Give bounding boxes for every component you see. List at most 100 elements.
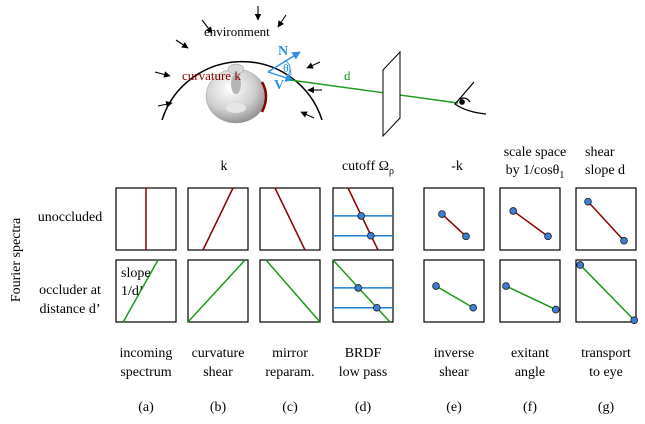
caption-e-line2: shear: [439, 365, 469, 380]
spectrum-line: [512, 210, 549, 237]
spectrum-endpoint: [576, 261, 584, 269]
panel-f-unoccluded: [499, 187, 561, 251]
top-label-b: k: [221, 159, 228, 174]
spectrum-endpoint: [502, 282, 510, 290]
spectrum-endpoint: [432, 282, 440, 290]
caption-b-line1: curvature: [192, 346, 245, 361]
panel-letter-d: (d): [355, 400, 372, 415]
caption-f-line2: angle: [515, 365, 545, 380]
panel-frame: [259, 259, 321, 323]
environment-arrows: [154, 6, 322, 119]
theta-arc: [285, 60, 291, 77]
column-captions: incoming spectrum (a) curvature shear (b) mirr…: [120, 346, 631, 415]
panel-b-unoccluded: [187, 187, 249, 251]
top-label-f-line1: scale space: [504, 145, 567, 160]
slope-label-line1: slope: [121, 266, 151, 281]
panel-c-unoccluded: [259, 187, 321, 251]
spectrum-endpoint: [620, 236, 628, 245]
panel-g-occluded: [575, 259, 638, 324]
spectrum-endpoint: [584, 197, 592, 206]
panel-a-unoccluded: [115, 187, 177, 251]
panel-d-unoccluded: [332, 187, 394, 251]
panel-frame: [115, 259, 177, 323]
theta-label: θ1: [283, 61, 293, 77]
panel-frame: [423, 259, 485, 323]
panel-b-occluded: [187, 259, 249, 323]
spectrum-line: [435, 285, 474, 309]
spectrum-line: [274, 187, 306, 251]
panel-letter-a: (a): [138, 400, 154, 415]
spectrum-line: [332, 259, 391, 323]
spectra-panels: [115, 187, 638, 324]
spectrum-endpoint: [551, 305, 560, 314]
spectrum-endpoint: [630, 316, 638, 324]
spectrum-endpoint: [544, 232, 552, 241]
spectrum-endpoint: [469, 303, 478, 312]
panel-frame: [423, 187, 485, 251]
top-label-e: -k: [451, 159, 463, 174]
spectrum-endpoint: [357, 212, 366, 220]
caption-a-line1: incoming: [120, 346, 173, 361]
spectrum-line: [579, 264, 635, 321]
panel-letter-g: (g): [598, 400, 615, 415]
row-label-unoccluded: unoccluded: [38, 210, 103, 225]
scene-illustration: environment curvature k N V θ1 d: [154, 6, 487, 138]
panel-a-occluded: [115, 259, 177, 323]
caption-d-line1: BRDF: [345, 346, 382, 361]
spectrum-endpoint: [366, 231, 375, 240]
panel-frame: [499, 259, 561, 323]
teapot-object: [205, 63, 268, 124]
spectrum-endpoint: [372, 303, 381, 312]
environment-label: environment: [204, 24, 270, 39]
row-label-occluded-line1: occluder at: [39, 283, 101, 298]
spectrum-line: [265, 259, 321, 323]
caption-a-line2: spectrum: [120, 365, 171, 380]
panel-c-occluded: [259, 259, 321, 323]
panel-letter-b: (b): [210, 400, 227, 415]
caption-c-line1: mirror: [272, 346, 308, 361]
spectrum-endpoint: [462, 232, 470, 241]
spectrum-line: [441, 213, 467, 237]
panel-d-occluded: [332, 259, 394, 323]
panel-frame: [499, 187, 561, 251]
view-label: V: [274, 78, 284, 93]
caption-f-line1: exitant: [511, 346, 549, 361]
distance-label: d: [344, 68, 351, 83]
view-vector: [267, 71, 294, 82]
spectrum-line: [202, 187, 234, 251]
normal-label: N: [278, 44, 288, 59]
spectrum-endpoint: [438, 210, 446, 218]
panel-letter-f: (f): [523, 400, 537, 415]
caption-g-line1: transport: [581, 346, 631, 361]
spectrum-endpoint: [509, 207, 518, 215]
caption-c-line2: reparam.: [265, 365, 314, 380]
panel-e-occluded: [423, 259, 485, 323]
caption-d-line2: low pass: [339, 365, 388, 380]
row-label-occluded-line2: distance d’: [39, 302, 100, 317]
panel-letter-e: (e): [446, 400, 462, 415]
image-plane: [382, 50, 401, 138]
curvature-label: curvature k: [182, 68, 241, 83]
top-label-d: cutoff Ωρ: [342, 159, 394, 177]
spectrum-line: [587, 201, 625, 242]
panel-e-unoccluded: [423, 187, 485, 251]
fourier-spectra-axis-label: Fourier spectra: [9, 217, 24, 302]
spectrum-endpoint: [354, 284, 363, 292]
panel-letter-c: (c): [282, 400, 298, 415]
spectrum-line: [505, 285, 557, 311]
spectrum-line: [122, 259, 159, 323]
top-label-g-line2: slope d: [585, 163, 625, 178]
panel-g-unoccluded: [575, 187, 637, 251]
top-label-f-line2: by 1/cosθ1: [506, 163, 565, 181]
spectrum-line: [187, 259, 246, 323]
normal-vector: [267, 51, 301, 73]
panel-f-occluded: [499, 259, 561, 323]
environment-arc: [161, 60, 323, 121]
eye-icon: [454, 81, 487, 115]
top-label-g-line1: shear: [585, 145, 615, 160]
transport-ray: [289, 79, 459, 104]
caption-b-line2: shear: [203, 365, 233, 380]
slope-label-line2: 1/d’: [121, 284, 144, 299]
caption-g-line2: to eye: [589, 365, 623, 380]
